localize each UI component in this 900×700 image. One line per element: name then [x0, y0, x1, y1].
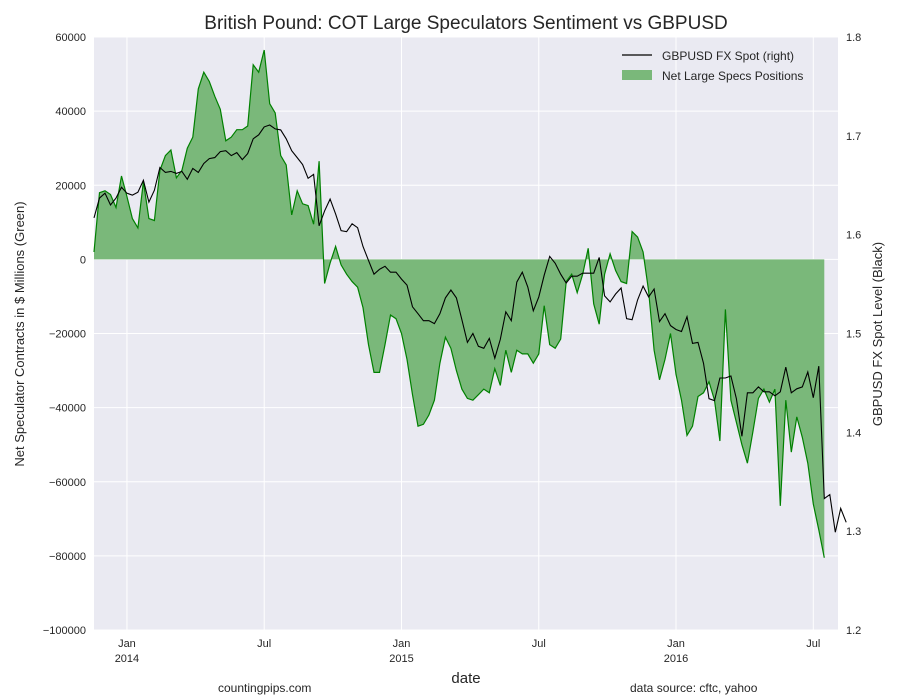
y-tick-right-label: 1.3	[846, 526, 861, 538]
chart-title: British Pound: COT Large Speculators Sen…	[204, 13, 727, 34]
legend-area-swatch	[622, 70, 652, 80]
x-tick-label: Jan	[118, 638, 136, 650]
y-tick-right-label: 1.6	[846, 230, 861, 242]
net-specs-outline	[93, 49, 825, 558]
y-tick-left-label: −80000	[49, 551, 86, 563]
x-tick-label: Jan	[667, 638, 685, 650]
y-tick-left-label: 0	[80, 254, 86, 266]
y-tick-left-label: −20000	[49, 329, 86, 341]
y-tick-right-label: 1.2	[846, 625, 861, 637]
y-tick-right-label: 1.5	[846, 329, 861, 341]
y-axis-left-label: Net Speculator Contracts in $ Millions (…	[12, 201, 27, 466]
x-axis-label: date	[451, 670, 480, 687]
tick-labels: 60000 40000 20000 0 −20000 −40000 −60000 −80000…	[43, 32, 861, 665]
x-tick-label: Jul	[806, 638, 820, 650]
y-tick-left-label: 60000	[55, 32, 86, 44]
y-tick-left-label: −40000	[49, 403, 86, 415]
y-tick-left-label: 20000	[55, 180, 86, 192]
y-tick-left-label: −60000	[49, 477, 86, 489]
gbpusd-line	[93, 124, 847, 533]
legend-label-net-specs: Net Large Specs Positions	[662, 69, 803, 83]
y-tick-left-label: 40000	[55, 106, 86, 118]
line-layer	[93, 124, 847, 533]
x-tick-year-label: 2014	[115, 653, 139, 665]
x-tick-year-label: 2016	[664, 653, 688, 665]
net-specs-area	[94, 50, 825, 558]
x-tick-label: Jul	[532, 638, 546, 650]
footer-data-source: data source: cftc, yahoo	[630, 681, 758, 695]
legend-label-gbpusd: GBPUSD FX Spot (right)	[662, 49, 794, 63]
footer-source-site: countingpips.com	[218, 681, 312, 695]
y-tick-right-label: 1.4	[846, 427, 861, 439]
area-layer	[93, 49, 825, 558]
x-tick-label: Jul	[257, 638, 271, 650]
legend: GBPUSD FX Spot (right) Net Large Specs P…	[622, 49, 803, 83]
y-axis-right-label: GBPUSD FX Spot Level (Black)	[870, 242, 885, 426]
y-tick-left-label: −100000	[43, 625, 86, 637]
y-tick-right-label: 1.7	[846, 131, 861, 143]
x-tick-label: Jan	[393, 638, 411, 650]
x-tick-year-label: 2015	[389, 653, 413, 665]
y-tick-right-label: 1.8	[846, 32, 861, 44]
